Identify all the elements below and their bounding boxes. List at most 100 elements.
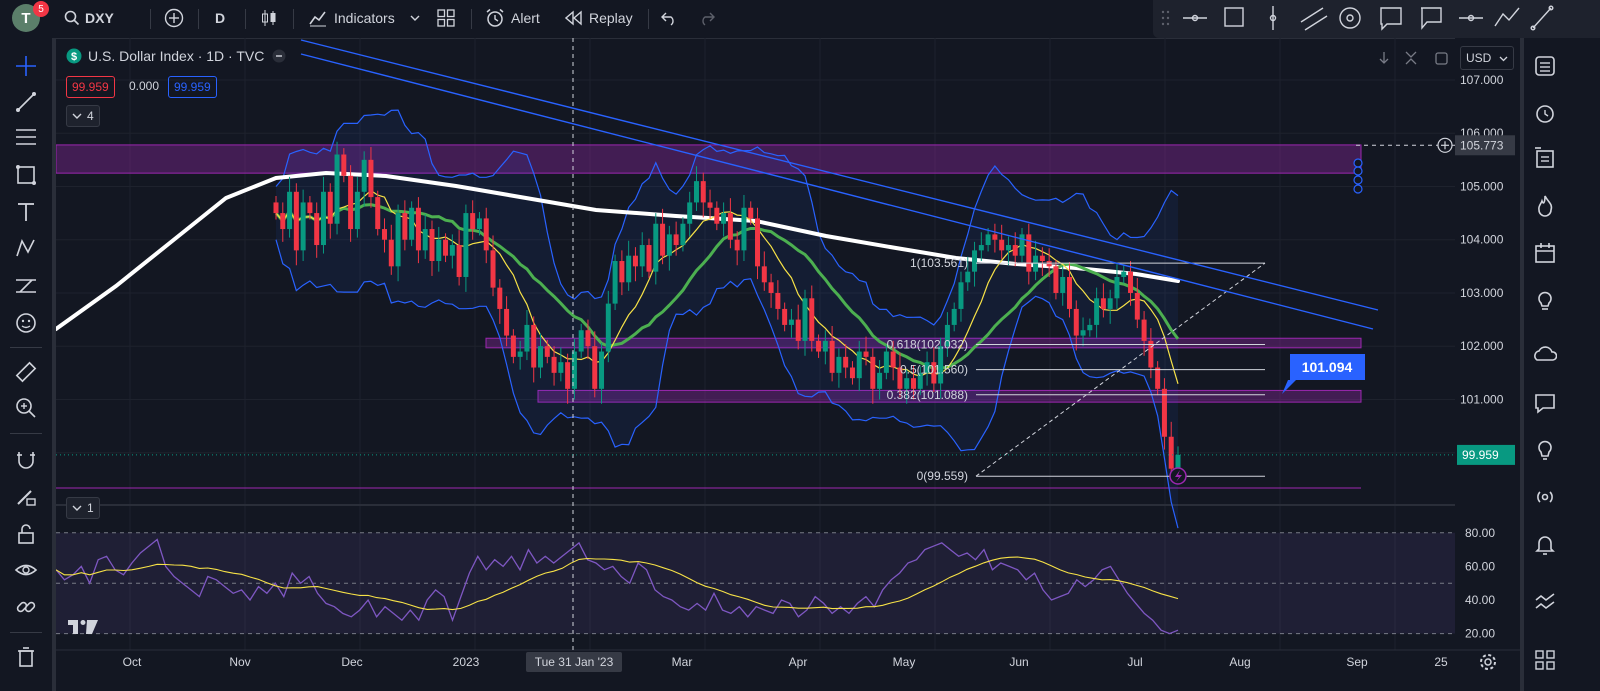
notifications-bell-icon[interactable] xyxy=(1533,532,1557,556)
ask-price-box[interactable]: 99.959 xyxy=(168,76,217,98)
rectangle-tool-icon[interactable] xyxy=(1224,7,1244,27)
candle-body xyxy=(483,218,489,251)
toolbar-divider xyxy=(10,632,42,633)
zoom-in-icon[interactable] xyxy=(14,396,38,420)
pencil-lock-icon[interactable] xyxy=(14,484,38,508)
calendar-icon[interactable] xyxy=(1533,241,1557,265)
hotlist-fire-icon[interactable] xyxy=(1533,194,1557,218)
broadcast-icon[interactable] xyxy=(1533,485,1557,509)
candle-body xyxy=(341,154,347,176)
rsi-pane-toggle[interactable]: 1 xyxy=(66,497,100,519)
scroll-down-icon[interactable] xyxy=(1379,52,1389,64)
comment-icon[interactable] xyxy=(1380,7,1402,31)
tradingview-logo xyxy=(68,620,98,634)
crosshair-icon[interactable] xyxy=(14,54,38,78)
symbol-search-button[interactable]: DXY xyxy=(64,0,114,36)
indicators-toggle[interactable]: 4 xyxy=(66,105,100,127)
alarm-clock-icon[interactable] xyxy=(1533,101,1557,125)
candle-body xyxy=(388,239,394,267)
candle-body xyxy=(348,175,354,230)
projection-tool-icon[interactable] xyxy=(14,274,38,298)
replay-button[interactable]: Replay xyxy=(565,0,633,36)
rsi-tick-label: 60.00 xyxy=(1465,559,1495,573)
zone-handle xyxy=(1353,184,1363,194)
minus-circle-icon[interactable] xyxy=(272,49,286,63)
chart-type-button[interactable] xyxy=(260,0,278,36)
candle-body xyxy=(911,378,917,389)
interval-button[interactable]: D xyxy=(215,10,226,26)
magnet-icon[interactable] xyxy=(14,448,38,472)
indicators-button[interactable]: Indicators xyxy=(308,0,421,36)
candle-body xyxy=(490,250,496,288)
candle-body xyxy=(639,245,645,267)
lightbulb-icon[interactable] xyxy=(1533,438,1557,462)
trash-icon[interactable] xyxy=(14,645,38,669)
candle-body xyxy=(531,324,537,368)
redo-button[interactable] xyxy=(698,0,716,36)
candle-body xyxy=(687,202,693,224)
candle-body xyxy=(775,292,781,309)
chevrons-icon[interactable] xyxy=(1533,590,1557,614)
currency-label: USD xyxy=(1466,51,1492,65)
vertical-line-icon[interactable] xyxy=(1269,6,1277,30)
left-drawing-toolbar xyxy=(0,38,56,691)
redo-icon xyxy=(702,12,715,26)
candle-body xyxy=(856,351,862,379)
rectangle-icon[interactable] xyxy=(14,163,38,187)
rsi-tick-label: 20.00 xyxy=(1465,627,1495,641)
settings-gear-icon[interactable] xyxy=(1478,652,1498,672)
candle-body xyxy=(768,282,774,293)
candle-body xyxy=(721,213,727,224)
candle-body xyxy=(849,367,855,379)
watchlist-icon[interactable] xyxy=(1533,54,1557,78)
time-tick-label: Apr xyxy=(789,655,808,669)
alert-button[interactable]: Alert xyxy=(485,0,540,36)
avatar-letter: T xyxy=(21,9,31,27)
candle-body xyxy=(565,362,571,389)
toolbar-divider xyxy=(245,9,246,29)
help-grid-icon[interactable] xyxy=(1533,648,1557,672)
bollinger-lower xyxy=(275,239,1179,529)
data-window-icon[interactable] xyxy=(1533,146,1557,170)
horizontal-ray-icon[interactable] xyxy=(1183,14,1207,22)
trend-line-icon[interactable] xyxy=(1530,5,1554,31)
spread-value: 0.000 xyxy=(129,79,160,93)
drag-handle-icon[interactable] xyxy=(1161,10,1170,26)
compare-add-button[interactable] xyxy=(164,0,184,36)
candle-body xyxy=(524,324,530,352)
maximize-icon[interactable] xyxy=(1435,52,1448,65)
trend-lines[interactable] xyxy=(300,39,1379,330)
target-icon[interactable] xyxy=(1339,7,1361,29)
candle-body xyxy=(436,239,442,262)
bid-price-box[interactable]: 99.959 xyxy=(66,76,115,98)
trend-line-icon[interactable] xyxy=(14,90,38,114)
time-tick-label: 2023 xyxy=(453,655,480,669)
horizontal-line-icon[interactable] xyxy=(1459,14,1483,22)
fib-retracement-icon[interactable] xyxy=(14,125,38,149)
eye-icon[interactable] xyxy=(14,558,38,582)
ruler-icon[interactable] xyxy=(14,360,38,384)
price-chart[interactable]: 1(103.561) 0.618(102.032) 0.5(101.560) 0.38… xyxy=(56,38,1520,691)
collapse-icon[interactable] xyxy=(1405,51,1417,65)
candle-body xyxy=(693,181,699,203)
candle-body xyxy=(443,239,449,256)
chat-icon[interactable] xyxy=(1533,391,1557,415)
path-tool-icon[interactable] xyxy=(1494,7,1520,27)
candle-body xyxy=(836,356,842,373)
pattern-tool-icon[interactable] xyxy=(14,236,38,260)
undo-button[interactable] xyxy=(660,0,678,36)
fib-retracement[interactable]: 1(103.561) 0.618(102.032) 0.5(101.560) 0.38… xyxy=(887,256,1266,483)
lock-icon[interactable] xyxy=(14,522,38,546)
streams-icon[interactable] xyxy=(1533,344,1557,368)
text-tool-icon[interactable] xyxy=(14,200,38,224)
parallel-channel-icon[interactable] xyxy=(1300,7,1328,31)
currency-select[interactable]: USD xyxy=(1460,46,1514,70)
ideas-bulb-icon[interactable] xyxy=(1533,288,1557,312)
crosshair-date-bg xyxy=(526,652,622,672)
candle-body xyxy=(782,308,788,325)
callout-icon[interactable] xyxy=(1421,7,1442,30)
fib-level-label: 1(103.561) xyxy=(910,256,968,270)
smiley-icon[interactable] xyxy=(14,311,38,335)
link-icon[interactable] xyxy=(14,595,38,619)
layouts-button[interactable] xyxy=(437,0,455,36)
